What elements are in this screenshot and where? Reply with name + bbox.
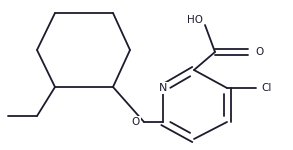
Text: N: N [159, 83, 167, 93]
Text: HO: HO [187, 15, 203, 25]
Text: O: O [255, 47, 263, 57]
Text: O: O [132, 117, 140, 127]
Text: Cl: Cl [262, 83, 272, 93]
